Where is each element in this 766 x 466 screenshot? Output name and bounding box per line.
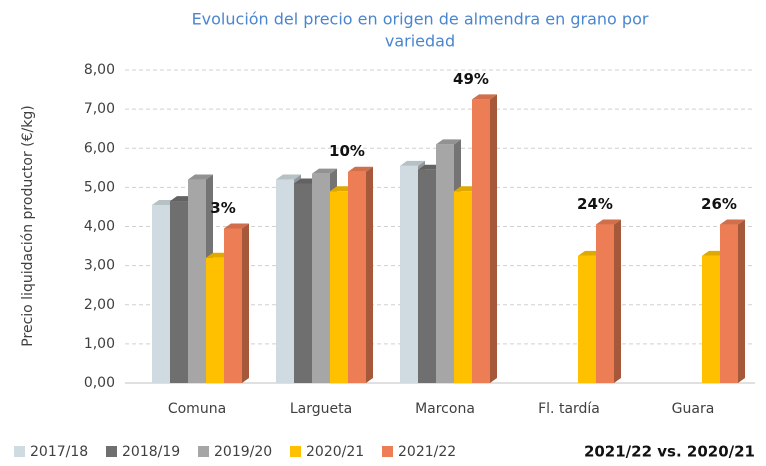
y-tick-label: 7,00 <box>84 101 115 117</box>
bar <box>702 255 720 383</box>
bar <box>170 201 188 383</box>
bar <box>436 144 454 383</box>
bar-top <box>400 160 425 166</box>
chart-title: Evolución del precio en origen de almend… <box>192 10 649 29</box>
bar-side <box>242 223 249 383</box>
annotation-note: 2021/22 vs. 2020/21 <box>584 443 755 461</box>
x-tick-label: Marcona <box>415 401 475 417</box>
legend-swatch <box>14 446 25 457</box>
bar-top <box>348 166 373 172</box>
bar-top <box>224 223 249 229</box>
bar-top <box>436 139 461 145</box>
bar <box>312 173 330 383</box>
annotation: 10% <box>329 142 365 160</box>
x-tick-label: Fl. tardía <box>538 401 600 417</box>
x-tick-label: Largueta <box>290 401 352 417</box>
legend-swatch <box>290 446 301 457</box>
annotation: 24% <box>577 195 613 213</box>
bar-top <box>188 174 213 180</box>
annotation: 26% <box>701 195 737 213</box>
bar <box>294 183 312 383</box>
y-tick-label: 1,00 <box>84 336 115 352</box>
y-axis-label: Precio liquidación productor (€/kg) <box>20 105 36 346</box>
y-tick-label: 0,00 <box>84 375 115 391</box>
legend-swatch <box>382 446 393 457</box>
bar-side <box>614 219 621 383</box>
x-tick-label: Guara <box>672 401 715 417</box>
bar <box>348 171 366 383</box>
legend-swatch <box>198 446 209 457</box>
bar-top <box>312 168 337 174</box>
legend-label: 2019/20 <box>214 444 272 460</box>
bar-top <box>276 174 301 180</box>
bar <box>224 228 242 383</box>
bar-side <box>490 94 497 383</box>
chart-title: variedad <box>385 32 455 51</box>
bar <box>330 191 348 383</box>
bar <box>578 255 596 383</box>
legend-label: 2017/18 <box>30 444 88 460</box>
y-tick-label: 5,00 <box>84 179 115 195</box>
bar-top <box>472 94 497 100</box>
annotation: 3% <box>210 199 235 217</box>
legend-swatch <box>106 446 117 457</box>
bar-side <box>366 166 373 383</box>
y-tick-label: 6,00 <box>84 140 115 156</box>
bar-top <box>720 219 745 225</box>
bar <box>472 99 490 383</box>
annotation: 49% <box>453 70 489 88</box>
bar-top <box>596 219 621 225</box>
x-tick-label: Comuna <box>168 401 226 417</box>
y-tick-label: 4,00 <box>84 219 115 235</box>
bar <box>400 165 418 383</box>
bar <box>206 257 224 383</box>
legend-label: 2021/22 <box>398 444 456 460</box>
y-tick-label: 3,00 <box>84 258 115 274</box>
bar <box>720 224 738 383</box>
bar <box>276 179 294 383</box>
bar <box>454 191 472 383</box>
bar <box>188 179 206 383</box>
bar <box>418 169 436 383</box>
bar <box>152 204 170 383</box>
y-tick-label: 2,00 <box>84 297 115 313</box>
legend-label: 2020/21 <box>306 444 364 460</box>
y-tick-label: 8,00 <box>84 62 115 78</box>
legend-label: 2018/19 <box>122 444 180 460</box>
bar <box>596 224 614 383</box>
bar-side <box>738 219 745 383</box>
